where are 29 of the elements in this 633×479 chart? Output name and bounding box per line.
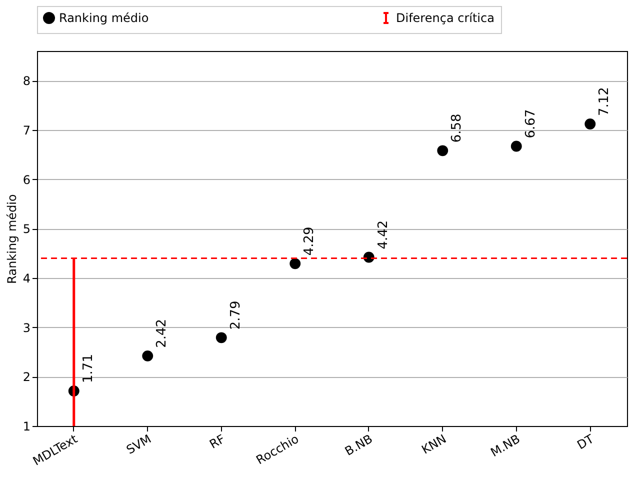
y-tick-label: 3 <box>22 320 30 335</box>
data-label: 2.79 <box>228 300 244 330</box>
point <box>437 145 448 156</box>
point <box>290 258 301 270</box>
x-tick-label: DT <box>574 431 597 452</box>
legend-label: Ranking médio <box>59 11 149 25</box>
legend-label: Diferença crítica <box>396 11 494 25</box>
y-axis-title: Ranking médio <box>4 194 19 284</box>
data-label: 6.67 <box>523 109 538 138</box>
y-tick-label: 2 <box>22 370 30 384</box>
point <box>216 332 227 344</box>
x-tick-label: SVM <box>124 432 154 457</box>
data-label: 7.12 <box>597 87 612 116</box>
y-tick-label: 6 <box>22 172 30 187</box>
y-tick-label: 1 <box>22 420 30 434</box>
x-tick-label: KNN <box>419 432 449 457</box>
data-label: 6.58 <box>450 114 465 143</box>
point <box>142 350 154 362</box>
data-label: 1.71 <box>80 354 96 383</box>
y-tick-label: 7 <box>22 123 30 138</box>
point <box>510 140 522 152</box>
data-label: 4.29 <box>302 226 318 256</box>
point <box>584 118 596 130</box>
x-tick-label: RF <box>207 432 228 452</box>
y-tick-label: 5 <box>22 222 30 236</box>
data-label: 4.42 <box>376 220 391 250</box>
data-label: 2.42 <box>154 318 170 348</box>
y-tick-label: 8 <box>22 74 30 88</box>
y-tick-label: 4 <box>22 271 30 286</box>
